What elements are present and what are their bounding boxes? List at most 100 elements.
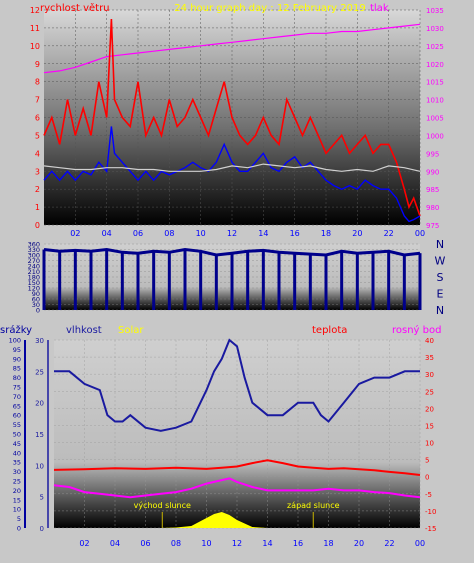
- compass-label: S: [437, 271, 444, 284]
- header-label: vlhkost: [66, 325, 102, 336]
- direction-y-tick: 360: [28, 241, 40, 249]
- header-label: Solar: [118, 325, 144, 336]
- pressure-y-tick: 1025: [426, 43, 444, 51]
- wind-y-tick: 0: [35, 221, 40, 230]
- compass-label: E: [437, 288, 444, 301]
- wind-grid: [44, 9, 421, 226]
- temperature-series: [53, 338, 421, 528]
- temperature-x-tick: 22: [384, 539, 394, 548]
- dewpoint-series-line: [53, 477, 421, 499]
- wind-y-tick: 3: [35, 167, 40, 176]
- wind-x-tick: 20: [352, 229, 362, 238]
- rain-y-tick: 45: [13, 440, 21, 448]
- wind-y-tick: 5: [35, 131, 40, 140]
- rain-y-tick: 65: [13, 402, 21, 410]
- temperature-y-ticks: -15 -10 -5 0 5 10 15 20 25 30 35 40: [425, 337, 436, 533]
- pressure-y-tick: 1000: [426, 132, 444, 140]
- header-label: rosný bod: [392, 324, 441, 336]
- wind-x-tick: 00: [415, 229, 425, 238]
- pressure-y-tick: 1020: [426, 61, 444, 69]
- wind-x-tick: 06: [133, 229, 143, 238]
- humidity-y-tick: 20: [35, 400, 44, 408]
- rain-y-tick: 25: [13, 478, 21, 486]
- pressure-y-tick: 1010: [426, 97, 444, 105]
- rain-y-tick: 35: [13, 459, 21, 467]
- pressure-series-line: [43, 23, 421, 74]
- wind-y-tick: 2: [35, 185, 40, 194]
- pressure-y-tick: 1015: [426, 79, 444, 87]
- sun-annotations: východ slunce západ slunce: [134, 501, 340, 528]
- rain-y-tick: 80: [13, 374, 21, 382]
- rain-y-tick: 55: [13, 421, 21, 429]
- wind-y-tick: 9: [35, 60, 40, 69]
- direction-y-tick: 180: [28, 274, 40, 282]
- direction-y-tick: 210: [28, 268, 40, 276]
- rain-y-tick: 40: [13, 449, 21, 457]
- temperature-x-tick: 04: [110, 539, 120, 548]
- wind-x-tick: 08: [164, 229, 174, 238]
- rain-y-tick: 60: [13, 412, 21, 420]
- temperature-x-tick: 00: [415, 539, 425, 548]
- header-label: srážky: [0, 324, 32, 336]
- rain-y-tick: 75: [13, 384, 21, 392]
- temperature-y-tick: -10: [425, 508, 436, 516]
- temperature-y-tick: 30: [425, 371, 434, 379]
- temperature-x-tick: 16: [293, 539, 303, 548]
- temperature-y-tick: 5: [425, 457, 429, 465]
- direction-y-tick: 330: [28, 246, 40, 254]
- temperature-y-tick: 0: [425, 474, 429, 482]
- temperature-header-labels: srážky vlhkost Solar teplota rosný bod: [0, 324, 441, 336]
- rain-y-tick: 85: [13, 365, 21, 373]
- rain-y-tick: 100: [9, 337, 21, 345]
- rain-y-tick: 50: [13, 431, 21, 439]
- wind-y-tick: 8: [35, 78, 40, 87]
- pressure-y-tick: 980: [426, 204, 439, 212]
- temperature-y-tick: 15: [425, 422, 434, 430]
- rain-y-tick: 15: [13, 496, 21, 504]
- wind-pressure-chart: rychlost větru 24 hour graph day : 12 Fe…: [30, 2, 444, 238]
- wind-x-ticks: 02 04 06 08 10 12 14 16 18 20 22 00: [70, 229, 425, 238]
- rain-y-tick: 5: [17, 515, 21, 523]
- pressure-axis-label: tlak: [370, 3, 389, 14]
- temperature-x-tick: 14: [262, 539, 272, 548]
- header-label: teplota: [312, 325, 347, 336]
- avg_wind-series-line: [43, 163, 421, 172]
- humidity-series-line: [54, 338, 420, 432]
- rain-y-tick: 30: [13, 468, 21, 476]
- temperature-x-tick: 20: [354, 539, 364, 548]
- temperature-y-tick: 40: [425, 337, 434, 345]
- temperature-x-tick: 06: [140, 539, 150, 548]
- pressure-y-ticks: 975 980 985 990 995 1000 1005 1010 1015 1020 1025 1…: [426, 7, 444, 230]
- direction-y-tick: 30: [32, 301, 40, 309]
- temperature-x-tick: 02: [79, 539, 89, 548]
- direction-series-line: [43, 247, 421, 257]
- wind-y-tick: 10: [30, 42, 40, 51]
- sun-annotation: západ slunce: [287, 501, 340, 510]
- wind-x-tick: 02: [70, 229, 80, 238]
- temperature-x-ticks: 02 04 06 08 10 12 14 16 18 20 22 00: [79, 539, 425, 548]
- temperature-x-tick: 18: [323, 539, 333, 548]
- rain-y-tick: 20: [13, 487, 21, 495]
- pressure-y-tick: 995: [426, 150, 439, 158]
- compass-label: W: [435, 255, 446, 268]
- humidity-y-tick: 15: [35, 431, 44, 439]
- gust-series-line: [43, 18, 421, 217]
- wind-y-tick: 6: [35, 114, 40, 123]
- humidity-y-tick: 10: [35, 462, 44, 470]
- temperature-y-tick: -5: [425, 491, 432, 499]
- pressure-y-tick: 975: [426, 222, 439, 230]
- wind-y-tick: 1: [35, 203, 40, 212]
- wind-x-tick: 22: [384, 229, 394, 238]
- direction-y-tick: 120: [28, 285, 40, 293]
- direction-y-tick: 150: [28, 279, 40, 287]
- direction-y-tick: 0: [36, 307, 40, 315]
- direction-y-tick: 300: [28, 252, 40, 260]
- direction-y-tick: 240: [28, 263, 40, 271]
- humidity-y-ticks: 0 5 10 15 20 25 30: [35, 337, 49, 533]
